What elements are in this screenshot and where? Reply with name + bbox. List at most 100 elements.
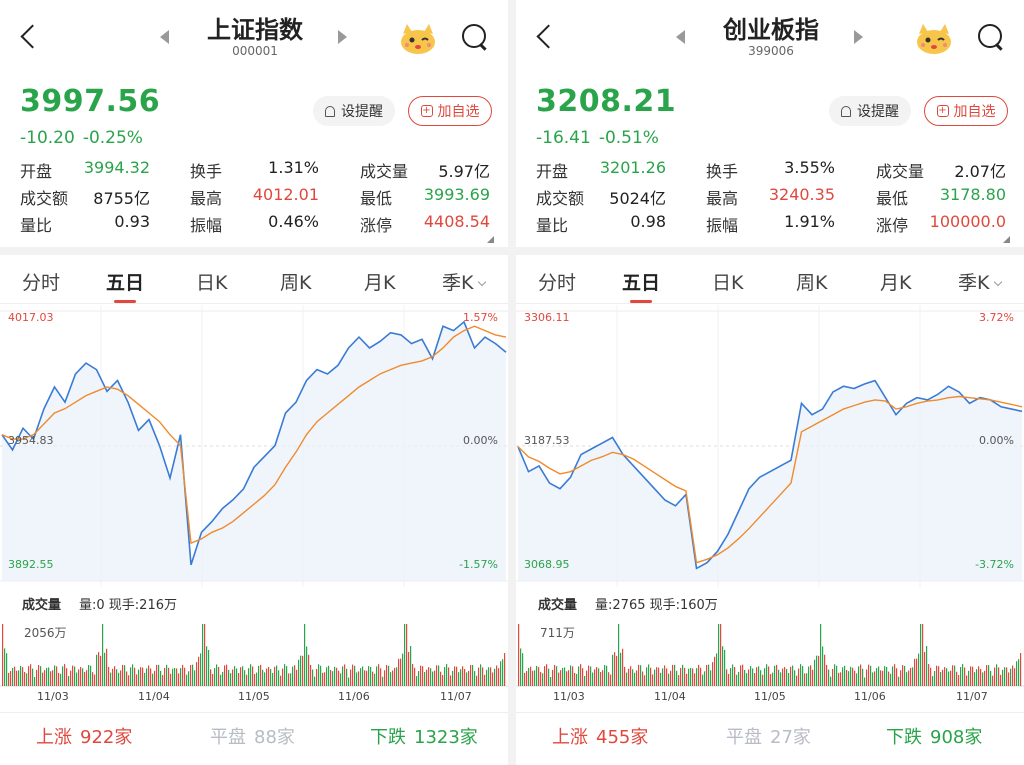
panel-chinext-index: 创业板指 399006 3208.21 -16.41 -0.51% 设提醒 + 加自… (516, 0, 1024, 765)
volume-bar (150, 668, 152, 686)
tab-2[interactable]: 日K (712, 268, 743, 295)
mascot-icon[interactable] (398, 20, 438, 56)
search-icon[interactable] (978, 24, 1006, 52)
volume-bar (1004, 667, 1006, 686)
volume-chart[interactable] (516, 615, 1024, 687)
unchanged-count: 27家 (770, 727, 811, 748)
stat-value: 1.91% (784, 212, 835, 231)
volume-bar (448, 667, 450, 686)
tab-1[interactable]: 五日 (622, 268, 660, 303)
date-label: 11/06 (338, 690, 370, 703)
volume-bar (222, 671, 224, 686)
expand-corner-icon[interactable] (487, 236, 494, 243)
volume-bar (944, 667, 946, 686)
next-stock-icon[interactable] (854, 30, 863, 44)
volume-bar (356, 672, 358, 686)
next-stock-icon[interactable] (338, 30, 347, 44)
tab-2[interactable]: 日K (196, 268, 227, 295)
set-alert-label: 设提醒 (341, 104, 383, 120)
tab-4[interactable]: 月K (364, 268, 395, 295)
decliners-count: 1323家 (414, 727, 478, 748)
add-watchlist-button[interactable]: + 加自选 (924, 96, 1008, 126)
volume-bar (286, 666, 288, 686)
tab-1[interactable]: 五日 (106, 268, 144, 303)
volume-bar (838, 672, 840, 686)
five-day-chart[interactable]: 4017.03 3954.83 3892.55 1.57% 0.00% -1.5… (0, 305, 508, 587)
stat-label: 成交量 (360, 162, 409, 181)
set-alert-button[interactable]: 设提醒 (829, 96, 911, 126)
stat-label: 成交量 (876, 162, 925, 181)
prev-stock-icon[interactable] (676, 30, 685, 44)
volume-bar (158, 664, 160, 686)
stat-label: 开盘 (20, 162, 53, 181)
volume-chart[interactable] (0, 615, 508, 687)
advancers[interactable]: 上涨 455家 (552, 723, 648, 749)
volume-bar (394, 667, 396, 686)
tab-4[interactable]: 月K (880, 268, 911, 295)
volume-bar (312, 669, 314, 686)
volume-bar (432, 671, 434, 686)
volume-bar (966, 675, 968, 686)
volume-bar (254, 674, 256, 686)
five-day-chart[interactable]: 3306.11 3187.53 3068.95 3.72% 0.00% -3.7… (516, 305, 1024, 587)
volume-bar (728, 673, 730, 686)
tab-3[interactable]: 周K (280, 268, 311, 295)
back-icon[interactable] (534, 22, 554, 52)
change-percent: -0.51% (598, 128, 659, 148)
volume-bar (308, 654, 310, 686)
stat-value: 4012.01 (252, 185, 319, 204)
volume-bar (426, 669, 428, 686)
volume-bar (786, 669, 788, 686)
volume-bar (56, 666, 58, 686)
volume-bar (52, 670, 54, 686)
tab-label: 日K (196, 272, 228, 294)
back-icon[interactable] (18, 22, 38, 52)
add-watchlist-button[interactable]: + 加自选 (408, 96, 492, 126)
volume-bar (422, 666, 424, 686)
volume-bar (278, 670, 280, 686)
prev-stock-icon[interactable] (160, 30, 169, 44)
tab-0[interactable]: 分时 (538, 268, 576, 295)
tab-0[interactable]: 分时 (22, 268, 60, 295)
volume-bar (138, 669, 140, 686)
volume-bar (644, 675, 646, 686)
volume-bar (112, 668, 114, 686)
volume-bar (338, 670, 340, 686)
volume-bar (90, 665, 92, 686)
tab-label: 月K (364, 272, 396, 294)
set-alert-button[interactable]: 设提醒 (313, 96, 395, 126)
unchanged[interactable]: 平盘 27家 (726, 723, 811, 749)
stat-label: 最高 (190, 189, 223, 208)
tab-5[interactable]: 季K (442, 268, 487, 295)
search-icon[interactable] (462, 24, 490, 52)
volume-bar (124, 665, 126, 686)
bell-icon (841, 105, 851, 117)
volume-bar (738, 671, 740, 686)
axis-mid-price: 3954.83 (8, 434, 54, 447)
axis-top-pct: 3.72% (979, 311, 1014, 324)
unchanged[interactable]: 平盘 88家 (210, 723, 295, 749)
volume-bar (538, 667, 540, 686)
advancers[interactable]: 上涨 922家 (36, 723, 132, 749)
decliners[interactable]: 下跌 1323家 (370, 723, 478, 749)
volume-bar (398, 658, 400, 686)
tab-5[interactable]: 季K (958, 268, 1003, 295)
volume-bar (554, 664, 556, 686)
tab-label: 周K (796, 272, 828, 294)
volume-bar (854, 670, 856, 686)
mascot-icon[interactable] (914, 20, 954, 56)
volume-bar (546, 664, 548, 686)
index-code: 399006 (748, 44, 794, 58)
volume-bar (454, 666, 456, 686)
decliners[interactable]: 下跌 908家 (886, 723, 982, 749)
volume-bar (1012, 665, 1014, 686)
volume-bar (566, 671, 568, 686)
volume-bar (38, 664, 40, 686)
volume-bar (240, 667, 242, 686)
volume-detail: 量:2765 现手:160万 (595, 598, 718, 613)
volume-bar (272, 672, 274, 686)
volume-bar (614, 652, 616, 686)
tab-3[interactable]: 周K (796, 268, 827, 295)
volume-bar (910, 667, 912, 686)
expand-corner-icon[interactable] (1003, 236, 1010, 243)
